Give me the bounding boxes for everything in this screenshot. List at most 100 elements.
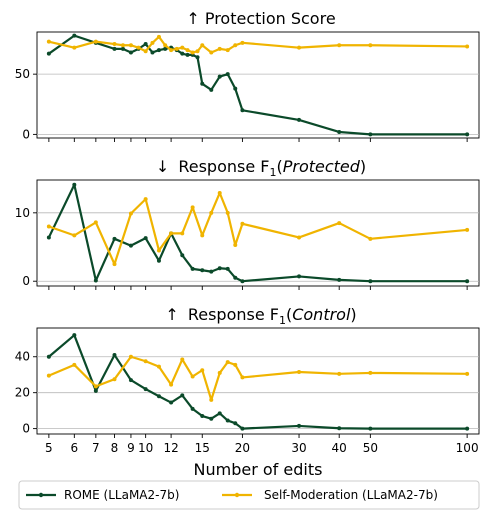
data-point-rome — [156, 48, 161, 53]
data-point-rome — [185, 52, 190, 57]
data-point-self-moderation — [46, 373, 51, 378]
x-axis-ticks: 5 6 7 8 9 10 12 15 20 30 40 50 100 — [45, 434, 479, 455]
x-tick-label: 40 — [332, 441, 347, 455]
data-point-self-moderation — [465, 44, 470, 49]
data-point-rome — [46, 354, 51, 359]
x-tick-label: 15 — [195, 441, 210, 455]
series-line-rome — [47, 183, 468, 283]
data-point-self-moderation — [143, 197, 148, 202]
y-axis-ticks: 0 50 — [15, 67, 37, 141]
data-point-self-moderation — [169, 382, 174, 387]
data-point-rome — [217, 74, 222, 79]
data-point-rome — [368, 426, 373, 431]
data-point-self-moderation — [180, 357, 185, 362]
data-point-rome — [200, 268, 205, 273]
data-point-self-moderation — [195, 49, 200, 54]
x-tick-label: 8 — [111, 441, 119, 455]
data-point-rome — [180, 253, 185, 258]
data-point-rome — [240, 279, 245, 284]
data-point-rome — [225, 266, 230, 271]
data-point-rome — [93, 388, 98, 393]
data-point-rome — [195, 55, 200, 60]
plot-frame — [36, 327, 480, 435]
data-point-self-moderation — [465, 371, 470, 376]
data-point-self-moderation — [174, 46, 179, 51]
data-point-self-moderation — [169, 231, 174, 236]
data-point-rome — [200, 81, 205, 86]
data-point-self-moderation — [217, 46, 222, 51]
data-point-self-moderation — [233, 242, 238, 247]
data-point-rome — [233, 275, 238, 280]
data-point-self-moderation — [337, 371, 342, 376]
data-point-rome — [209, 416, 214, 421]
data-point-rome — [128, 243, 133, 248]
data-point-self-moderation — [156, 364, 161, 369]
data-point-rome — [368, 132, 373, 137]
data-point-self-moderation — [368, 370, 373, 375]
x-tick-label: 30 — [291, 441, 306, 455]
y-tick-label: 0 — [22, 422, 30, 436]
data-point-self-moderation — [190, 50, 195, 55]
data-point-self-moderation — [143, 359, 148, 364]
data-point-rome — [217, 411, 222, 416]
data-point-self-moderation — [150, 40, 155, 45]
x-tick-label: 5 — [45, 441, 53, 455]
data-point-self-moderation — [209, 210, 214, 215]
data-point-rome — [190, 406, 195, 411]
data-point-self-moderation — [225, 210, 230, 215]
data-point-self-moderation — [200, 233, 205, 238]
data-point-self-moderation — [72, 362, 77, 367]
data-point-rome — [150, 50, 155, 55]
data-point-self-moderation — [112, 42, 117, 47]
data-point-rome — [180, 393, 185, 398]
data-point-self-moderation — [465, 227, 470, 232]
x-tick-label: 20 — [235, 441, 250, 455]
data-point-rome — [337, 426, 342, 431]
data-point-self-moderation — [180, 45, 185, 50]
data-point-rome — [465, 132, 470, 137]
data-point-rome — [337, 129, 342, 134]
plot-frame — [36, 31, 480, 139]
y-tick-label: 0 — [22, 274, 30, 288]
y-axis-ticks: 0 10 — [15, 206, 37, 288]
legend-marker-self-moderation — [234, 492, 240, 498]
y-tick-label: 20 — [15, 386, 30, 400]
x-axis-ticks — [48, 286, 468, 290]
gridlines — [37, 73, 479, 135]
data-point-rome — [143, 387, 148, 392]
data-point-self-moderation — [233, 43, 238, 48]
data-point-self-moderation — [297, 235, 302, 240]
panel-title: ↑ Response F1(Control) — [165, 305, 356, 327]
data-point-self-moderation — [120, 43, 125, 48]
data-point-rome — [233, 421, 238, 426]
data-point-self-moderation — [163, 43, 168, 48]
data-point-rome — [337, 277, 342, 282]
data-point-rome — [209, 87, 214, 92]
gridlines — [37, 356, 479, 430]
data-point-rome — [465, 279, 470, 284]
data-point-self-moderation — [156, 248, 161, 253]
data-point-rome — [156, 258, 161, 263]
data-point-rome — [233, 86, 238, 91]
data-point-self-moderation — [112, 377, 117, 382]
y-axis-ticks: 0 20 40 — [15, 350, 37, 436]
legend: ROME (LLaMA2-7b) Self-Moderation (LLaMA2… — [18, 480, 480, 510]
data-point-self-moderation — [217, 370, 222, 375]
data-point-self-moderation — [337, 43, 342, 48]
data-point-self-moderation — [128, 43, 133, 48]
data-point-rome — [169, 400, 174, 405]
data-point-rome — [465, 426, 470, 431]
series-lines — [46, 33, 470, 137]
data-point-self-moderation — [368, 236, 373, 241]
data-point-self-moderation — [190, 374, 195, 379]
data-point-self-moderation — [136, 45, 141, 50]
x-tick-label: 9 — [127, 441, 135, 455]
data-point-self-moderation — [240, 375, 245, 380]
data-point-self-moderation — [190, 205, 195, 210]
data-point-self-moderation — [156, 34, 161, 39]
data-point-rome — [180, 51, 185, 56]
series-lines — [46, 182, 470, 284]
series-line-self-moderation — [48, 191, 468, 266]
data-point-self-moderation — [209, 50, 214, 55]
